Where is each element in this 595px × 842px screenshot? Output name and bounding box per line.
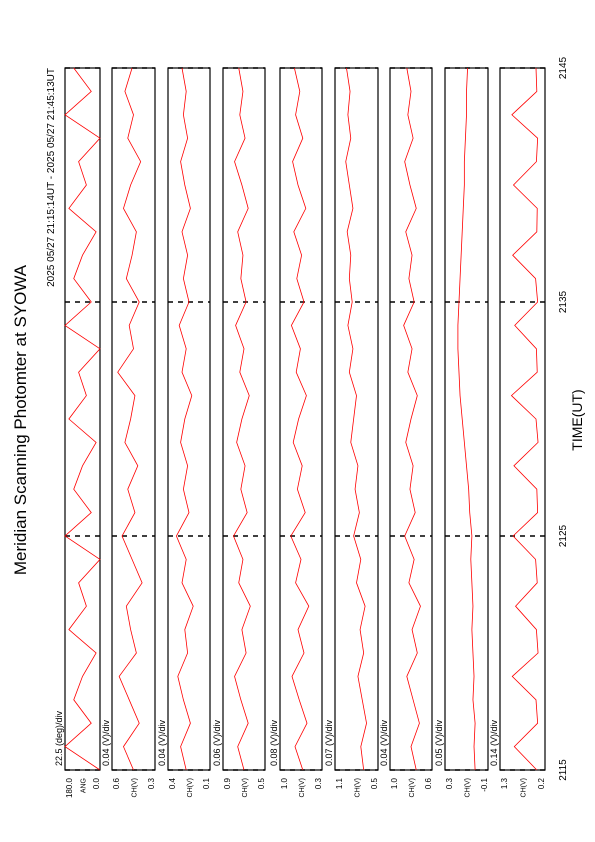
x-axis-label: TIME(UT) xyxy=(569,389,585,450)
data-line xyxy=(175,67,194,771)
y-tick-label: 1.0 xyxy=(390,777,399,789)
y-tick-label: 0.6 xyxy=(112,777,121,789)
data-line xyxy=(345,67,367,771)
panel-frame xyxy=(64,67,101,771)
data-line xyxy=(117,67,143,771)
y-tick-label: 0.4 xyxy=(168,777,177,789)
scale-label: 0.06 (V)/div xyxy=(212,719,222,766)
y-tick-label: 0.3 xyxy=(314,777,323,789)
data-line xyxy=(233,67,251,771)
panel-frame xyxy=(167,67,211,771)
y-tick-label: 1.0 xyxy=(280,777,289,789)
y-axis-label: CH(V) xyxy=(187,778,194,797)
time-range: 2025 05/27 21:15:14UT - 2025 05/27 21:45… xyxy=(46,68,57,287)
y-tick-label: 1.1 xyxy=(335,777,344,789)
panel-frame xyxy=(444,67,489,771)
y-tick-label: 0.9 xyxy=(223,777,232,789)
panel-frame xyxy=(111,67,156,771)
x-tick-label: 2115 xyxy=(558,759,569,781)
y-axis-label: CH(V) xyxy=(132,778,139,797)
chart-title: Meridian Scanning Photomter at SYOWA xyxy=(11,264,30,575)
data-line xyxy=(457,67,476,771)
panel-frame xyxy=(279,67,323,771)
panel-frame xyxy=(222,67,266,771)
scale-label: 0.14 (V)/div xyxy=(489,719,499,766)
data-line xyxy=(64,67,101,771)
scale-label: 0.05 (V)/div xyxy=(434,719,444,766)
scale-label: 0.04 (V)/div xyxy=(379,719,389,766)
scale-label: 0.07 (V)/div xyxy=(324,719,334,766)
y-tick-label: 0.2 xyxy=(537,777,546,789)
y-tick-label: 180.0 xyxy=(65,777,74,798)
y-tick-label: 0.5 xyxy=(370,777,379,789)
data-line xyxy=(290,67,310,771)
y-tick-label: 0.3 xyxy=(147,777,156,789)
y-tick-label: 0.0 xyxy=(92,777,101,789)
data-line xyxy=(403,67,421,771)
panel-frame xyxy=(334,67,379,771)
y-tick-label: 1.3 xyxy=(500,777,509,789)
y-axis-label: CH(V) xyxy=(242,778,249,797)
x-tick-label: 2125 xyxy=(558,524,569,547)
scale-label: 22.5 (deg)/div xyxy=(54,710,64,766)
y-tick-label: -0.1 xyxy=(480,777,489,791)
y-axis-label: CH(V) xyxy=(521,778,528,797)
scale-label: 0.04 (V)/div xyxy=(157,719,167,766)
y-axis-label: CH(V) xyxy=(465,778,472,797)
x-tick-label: 2145 xyxy=(558,56,569,79)
y-axis-label: CH(V) xyxy=(409,778,416,797)
y-tick-label: 0.1 xyxy=(202,777,211,789)
y-axis-label: ANG xyxy=(81,778,88,793)
y-axis-label: CH(V) xyxy=(355,778,362,797)
y-axis-label: CH(V) xyxy=(299,778,306,797)
y-tick-label: 0.5 xyxy=(257,777,266,789)
panel-frame xyxy=(499,67,546,771)
data-line xyxy=(510,67,539,771)
scale-label: 0.08 (V)/div xyxy=(269,719,279,766)
landscape-chart: Meridian Scanning Photomter at SYOWA 202… xyxy=(11,56,585,798)
y-tick-label: 0.6 xyxy=(424,777,433,789)
y-tick-label: 0.3 xyxy=(445,777,454,789)
x-tick-label: 2135 xyxy=(558,290,569,313)
scale-label: 0.04 (V)/div xyxy=(101,719,111,766)
